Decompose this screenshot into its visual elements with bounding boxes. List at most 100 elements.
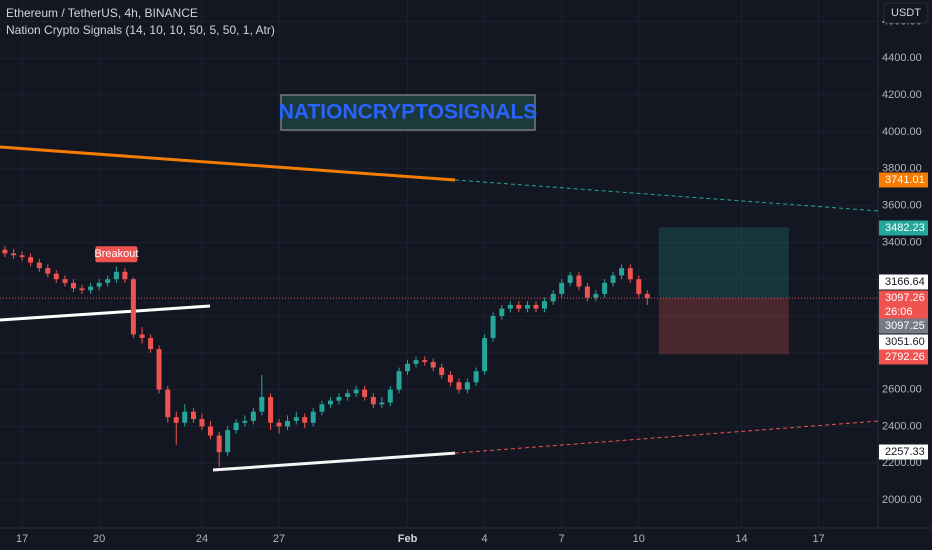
y-tick-label: 2600.00 <box>882 384 922 396</box>
axes: 2000.002200.002400.002600.002800.003000.… <box>16 15 928 545</box>
price-label-box <box>879 220 928 236</box>
candle-body <box>430 361 436 368</box>
candle-body <box>62 279 68 283</box>
candle-body <box>225 430 231 453</box>
price-label: 3097.26 <box>885 292 925 304</box>
x-tick-label: 14 <box>735 533 747 545</box>
candle-body <box>105 279 111 283</box>
chart-title: Ethereum / TetherUS, 4h, BINANCE <box>6 6 198 20</box>
x-tick-label: 17 <box>813 533 825 545</box>
candle-body <box>413 360 419 364</box>
x-tick-label: 10 <box>633 533 645 545</box>
stop-zone <box>658 298 789 355</box>
candle-body <box>259 396 265 412</box>
candle-body <box>593 293 599 298</box>
target-zone <box>658 227 789 299</box>
price-label-box <box>879 172 928 188</box>
candle-body <box>45 268 51 274</box>
x-tick-label: 4 <box>482 533 488 545</box>
breakout-label: Breakout <box>94 248 138 260</box>
candle-body <box>122 271 128 280</box>
price-label-box <box>879 274 928 290</box>
candle-body <box>447 374 453 383</box>
y-tick-label: 4400.00 <box>882 52 922 64</box>
candle-body <box>456 382 462 390</box>
countdown: 26:06 <box>885 306 913 318</box>
candle-body <box>79 288 85 291</box>
candle-body <box>499 308 505 316</box>
y-tick-label: 3800.00 <box>882 163 922 175</box>
x-tick-label: 27 <box>273 533 285 545</box>
candle-body <box>165 389 171 418</box>
currency-box[interactable] <box>883 2 929 24</box>
x-tick-label: Feb <box>398 533 418 545</box>
candle-body <box>490 315 496 339</box>
price-label-box <box>879 334 928 350</box>
candle-body <box>327 400 333 405</box>
y-tick-label: 3600.00 <box>882 199 922 211</box>
price-label: 3741.01 <box>885 174 925 186</box>
candle-body <box>525 304 531 309</box>
candle-body <box>250 411 256 421</box>
candle-body <box>302 417 308 423</box>
x-tick-label: 24 <box>196 533 208 545</box>
candle-body <box>28 257 34 263</box>
candle-body <box>36 262 42 269</box>
price-label: 3482.23 <box>885 222 925 234</box>
candle-body <box>439 367 445 375</box>
candle-body <box>516 304 522 309</box>
candle-body <box>584 286 590 298</box>
candle-body <box>19 255 25 258</box>
trend-line <box>0 145 456 182</box>
candle-body <box>139 334 145 339</box>
candle-body <box>190 411 196 420</box>
candle-body <box>156 349 162 390</box>
candle-body <box>636 279 642 294</box>
candle-body <box>541 301 547 309</box>
price-label: 3051.60 <box>885 336 925 348</box>
candle-body <box>199 419 205 427</box>
candle-body <box>362 389 368 397</box>
candle-body <box>88 286 94 291</box>
candle-body <box>379 402 385 405</box>
candle-body <box>482 338 488 372</box>
x-tick-label: 17 <box>16 533 28 545</box>
candle-body <box>207 426 213 436</box>
candle-body <box>610 275 616 283</box>
x-tick-label: 20 <box>93 533 105 545</box>
price-label: 3097.25 <box>885 320 925 332</box>
candle-body <box>550 293 556 302</box>
candle-body <box>619 268 625 276</box>
y-tick-label: 2200.00 <box>882 457 922 469</box>
x-tick-label: 7 <box>559 533 565 545</box>
price-label-box <box>879 444 928 460</box>
price-label-box <box>879 349 928 365</box>
trend-line <box>212 451 456 472</box>
price-label: 2257.33 <box>885 446 925 458</box>
watermark-box <box>280 94 536 131</box>
candle-body <box>285 420 291 427</box>
candle-body <box>473 371 479 383</box>
trend-line <box>455 420 879 454</box>
candle-body <box>387 389 393 403</box>
y-tick-label: 3400.00 <box>882 236 922 248</box>
plot: Breakout <box>0 145 879 472</box>
price-label: 2792.26 <box>885 351 925 363</box>
candle-body <box>602 282 608 294</box>
candle-body <box>233 422 239 431</box>
candle-body <box>507 304 513 309</box>
price-label: 3166.64 <box>885 276 925 288</box>
candle-body <box>173 417 179 423</box>
candle-body <box>370 396 376 405</box>
candle-body <box>11 253 17 256</box>
price-label-box <box>879 290 928 321</box>
candle-body <box>113 271 119 280</box>
candle-body <box>533 304 539 309</box>
candle-body <box>319 404 325 412</box>
candle-body <box>96 282 102 287</box>
candle-body <box>268 396 274 423</box>
currency[interactable]: USDT <box>891 7 921 19</box>
trend-line <box>0 304 211 322</box>
